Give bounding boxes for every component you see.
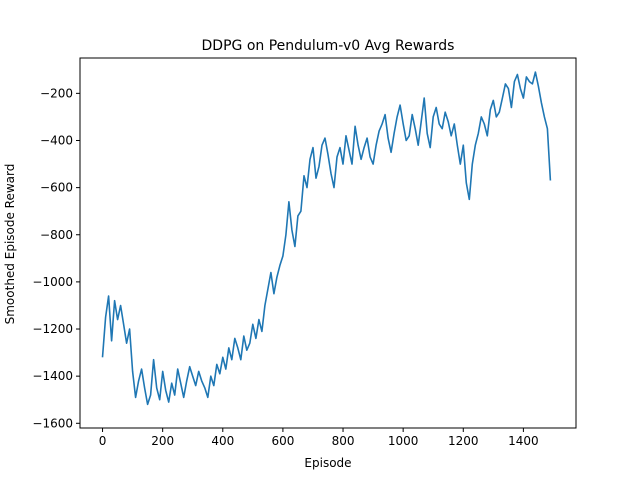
- x-axis-label: Episode: [304, 456, 351, 470]
- y-tick-label: −600: [40, 181, 73, 195]
- x-tick-label: 1400: [508, 434, 539, 448]
- series-line: [101, 71, 552, 406]
- y-tick-label: −1400: [32, 369, 73, 383]
- x-tick-label: 200: [151, 434, 174, 448]
- y-axis-label: Smoothed Episode Reward: [3, 164, 17, 325]
- x-tick-label: 1200: [448, 434, 479, 448]
- x-tick-label: 800: [332, 434, 355, 448]
- axes-frame: [79, 57, 577, 429]
- y-tick-label: −1000: [32, 275, 73, 289]
- chart-title: DDPG on Pendulum-v0 Avg Rewards: [202, 38, 455, 54]
- y-tick-label: −200: [40, 86, 73, 100]
- x-axis-ticks: 0 200 400 600 800 1000 1200 1400: [99, 428, 539, 448]
- y-tick-label: −1600: [32, 416, 73, 430]
- y-tick-label: −400: [40, 133, 73, 147]
- plot-area: [101, 71, 552, 406]
- y-tick-label: −1200: [32, 322, 73, 336]
- y-axis-ticks: −1600 −1400 −1200 −1000 −800 −600 −400 −200: [32, 86, 80, 430]
- x-tick-label: 0: [99, 434, 107, 448]
- x-tick-label: 600: [271, 434, 294, 448]
- x-tick-label: 400: [211, 434, 234, 448]
- y-tick-label: −800: [40, 228, 73, 242]
- x-tick-label: 1000: [388, 434, 419, 448]
